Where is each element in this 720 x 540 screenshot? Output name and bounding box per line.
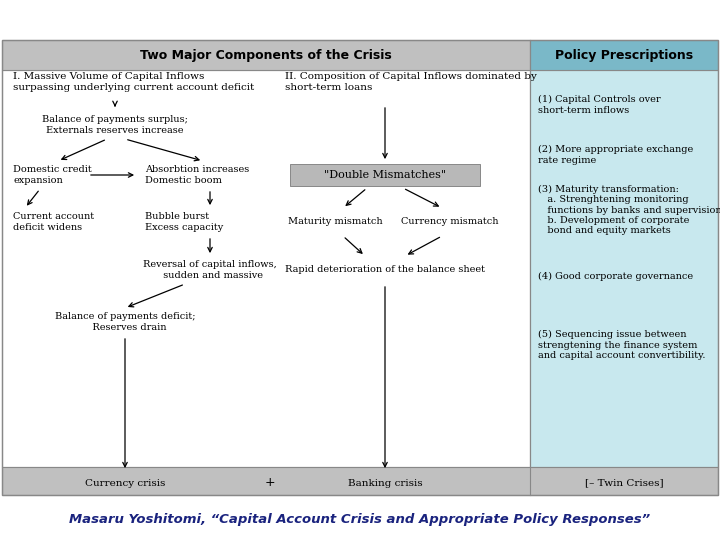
Text: (4) Good corporate governance: (4) Good corporate governance	[538, 272, 693, 281]
Bar	[530, 40, 718, 70]
Text: Balance of payments surplus;
Externals reserves increase: Balance of payments surplus; Externals r…	[42, 116, 188, 134]
Text: II. Composition of Capital Inflows dominated by
short-term loans: II. Composition of Capital Inflows domin…	[285, 72, 537, 92]
Text: [– Twin Crises]: [– Twin Crises]	[585, 478, 663, 488]
Text: Maturity mismatch: Maturity mismatch	[288, 218, 382, 226]
Text: I. Massive Volume of Capital Inflows
surpassing underlying current account defic: I. Massive Volume of Capital Inflows sur…	[13, 72, 254, 92]
Bar	[2, 70, 530, 467]
Bar	[2, 40, 718, 495]
Text: Masaru Yoshitomi, “Capital Account Crisis and Appropriate Policy Responses”: Masaru Yoshitomi, “Capital Account Crisi…	[69, 514, 651, 526]
Text: Domestic credit
expansion: Domestic credit expansion	[13, 165, 91, 185]
Bar	[2, 40, 530, 70]
Bar	[530, 70, 718, 467]
Text: Reversal of capital inflows,
  sudden and massive: Reversal of capital inflows, sudden and …	[143, 260, 277, 280]
Bar	[2, 467, 718, 495]
Text: (5) Sequencing issue between
strengtening the finance system
and capital account: (5) Sequencing issue between strengtenin…	[538, 330, 706, 360]
Text: Currency crisis: Currency crisis	[85, 478, 165, 488]
Text: Current account
deficit widens: Current account deficit widens	[13, 212, 94, 232]
Text: Rapid deterioration of the balance sheet: Rapid deterioration of the balance sheet	[285, 266, 485, 274]
Text: +: +	[265, 476, 275, 489]
Text: Currency mismatch: Currency mismatch	[401, 218, 499, 226]
Text: (2) More appropriate exchange
rate regime: (2) More appropriate exchange rate regim…	[538, 145, 693, 165]
Text: Banking crisis: Banking crisis	[348, 478, 423, 488]
Text: Absorbtion increases
Domestic boom: Absorbtion increases Domestic boom	[145, 165, 249, 185]
Text: Policy Prescriptions: Policy Prescriptions	[555, 49, 693, 62]
Text: Balance of payments deficit;
   Reserves drain: Balance of payments deficit; Reserves dr…	[55, 312, 195, 332]
Text: (1) Capital Controls over
short-term inflows: (1) Capital Controls over short-term inf…	[538, 95, 661, 115]
Text: "Double Mismatches": "Double Mismatches"	[324, 170, 446, 180]
Text: (3) Maturity transformation:
   a. Strenghtening monitoring
   functions by bank: (3) Maturity transformation: a. Strenght…	[538, 185, 720, 235]
Text: Two Major Components of the Crisis: Two Major Components of the Crisis	[140, 49, 392, 62]
Bar	[290, 164, 480, 186]
Text: Bubble burst
Excess capacity: Bubble burst Excess capacity	[145, 212, 223, 232]
